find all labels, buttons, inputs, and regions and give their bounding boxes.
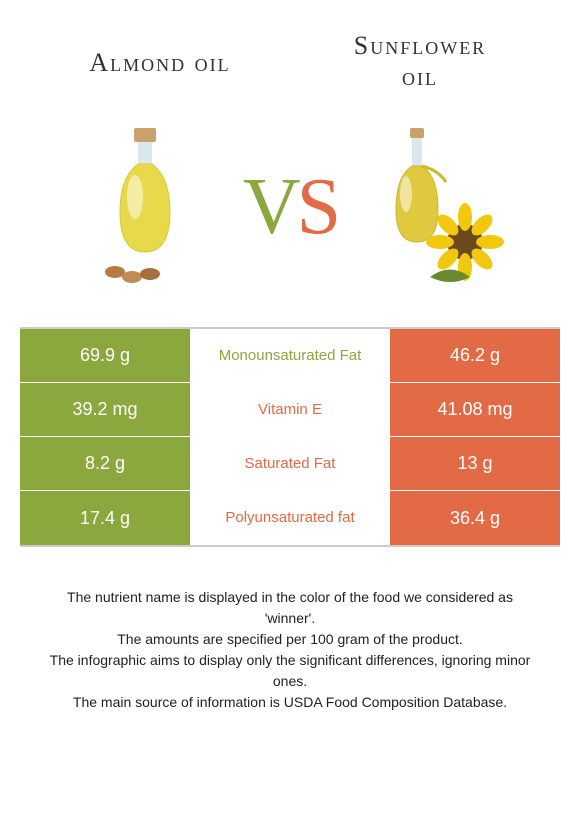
table-row: 69.9 gMonounsaturated Fat46.2 g: [20, 329, 560, 383]
cell-left-value: 17.4 g: [20, 491, 190, 545]
almond-oil-image: [65, 117, 225, 297]
vs-label: VS: [235, 162, 345, 253]
cell-right-value: 41.08 mg: [390, 383, 560, 436]
sunflower-bottle-icon: [360, 122, 510, 292]
cell-right-value: 46.2 g: [390, 329, 560, 382]
images-row: VS: [0, 92, 580, 327]
table-row: 17.4 gPolyunsaturated fat36.4 g: [20, 491, 560, 545]
cell-nutrient-name: Monounsaturated Fat: [190, 329, 390, 382]
footnote-line: The main source of information is USDA F…: [40, 692, 540, 713]
vs-s: S: [297, 163, 338, 251]
comparison-table: 69.9 gMonounsaturated Fat46.2 g39.2 mgVi…: [20, 327, 560, 547]
almond-bottle-icon: [80, 122, 210, 292]
cell-left-value: 8.2 g: [20, 437, 190, 490]
cell-nutrient-name: Vitamin E: [190, 383, 390, 436]
header-row: Almond oil Sunflower oil: [0, 0, 580, 92]
footnote-line: The nutrient name is displayed in the co…: [40, 587, 540, 629]
title-sunflower-line1: Sunflower: [354, 31, 486, 60]
cell-left-value: 69.9 g: [20, 329, 190, 382]
title-sunflower: Sunflower oil: [290, 30, 550, 92]
vs-v: V: [243, 163, 297, 251]
table-row: 39.2 mgVitamin E41.08 mg: [20, 383, 560, 437]
title-sunflower-line2: oil: [402, 62, 438, 91]
table-row: 8.2 gSaturated Fat13 g: [20, 437, 560, 491]
cell-left-value: 39.2 mg: [20, 383, 190, 436]
cell-nutrient-name: Polyunsaturated fat: [190, 491, 390, 545]
title-almond: Almond oil: [30, 30, 290, 78]
sunflower-oil-image: [355, 117, 515, 297]
cell-right-value: 36.4 g: [390, 491, 560, 545]
cell-nutrient-name: Saturated Fat: [190, 437, 390, 490]
footnote-line: The infographic aims to display only the…: [40, 650, 540, 692]
footnote-line: The amounts are specified per 100 gram o…: [40, 629, 540, 650]
cell-right-value: 13 g: [390, 437, 560, 490]
footnotes: The nutrient name is displayed in the co…: [0, 547, 580, 713]
